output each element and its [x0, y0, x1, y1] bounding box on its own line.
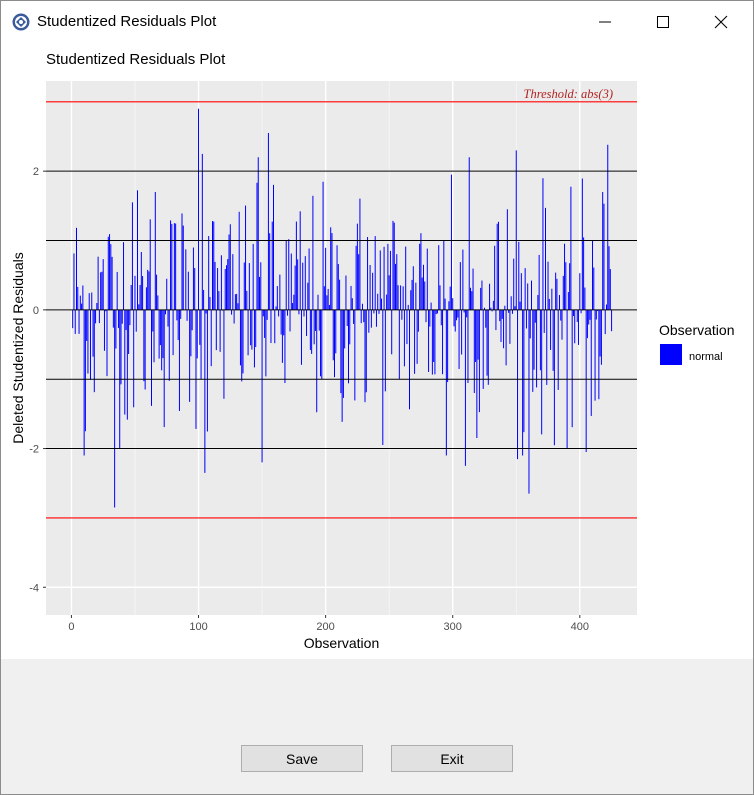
- title-bar[interactable]: Studentized Residuals Plot: [1, 1, 753, 43]
- x-tick-label: 200: [316, 621, 334, 633]
- x-tick-label: 100: [189, 621, 207, 633]
- button-panel: Save Exit: [1, 659, 753, 794]
- y-tick-label: 2: [33, 166, 39, 178]
- exit-button[interactable]: Exit: [391, 745, 513, 772]
- plot-area: Studentized Residuals Plot Threshold: abs…: [1, 43, 753, 659]
- close-button[interactable]: [693, 1, 751, 43]
- close-icon: [714, 15, 728, 29]
- legend-entry: normal: [689, 351, 723, 363]
- window-title: Studentized Residuals Plot: [37, 13, 217, 30]
- x-tick-label: 0: [68, 621, 74, 633]
- app-logo-icon: [12, 13, 30, 31]
- legend-title: Observation: [659, 322, 734, 338]
- x-tick-label: 400: [571, 621, 589, 633]
- plot-panel: [46, 81, 637, 615]
- x-axis-title: Observation: [304, 635, 379, 651]
- threshold-label: Threshold: abs(3): [524, 87, 613, 101]
- y-axis-title: Deleted Studentized Residuals: [10, 252, 26, 443]
- maximize-button[interactable]: [635, 1, 693, 43]
- residuals-chart: Studentized Residuals Plot Threshold: abs…: [10, 51, 734, 651]
- chart-title: Studentized Residuals Plot: [46, 51, 226, 68]
- legend-key: [660, 344, 682, 365]
- minimize-button[interactable]: [577, 1, 635, 43]
- y-tick-label: 0: [33, 305, 39, 317]
- y-tick-label: -2: [29, 444, 39, 456]
- save-button[interactable]: Save: [241, 745, 363, 772]
- x-tick-label: 300: [444, 621, 462, 633]
- minimize-icon: [599, 21, 611, 23]
- y-tick-label: -4: [29, 582, 39, 594]
- maximize-icon: [657, 16, 669, 28]
